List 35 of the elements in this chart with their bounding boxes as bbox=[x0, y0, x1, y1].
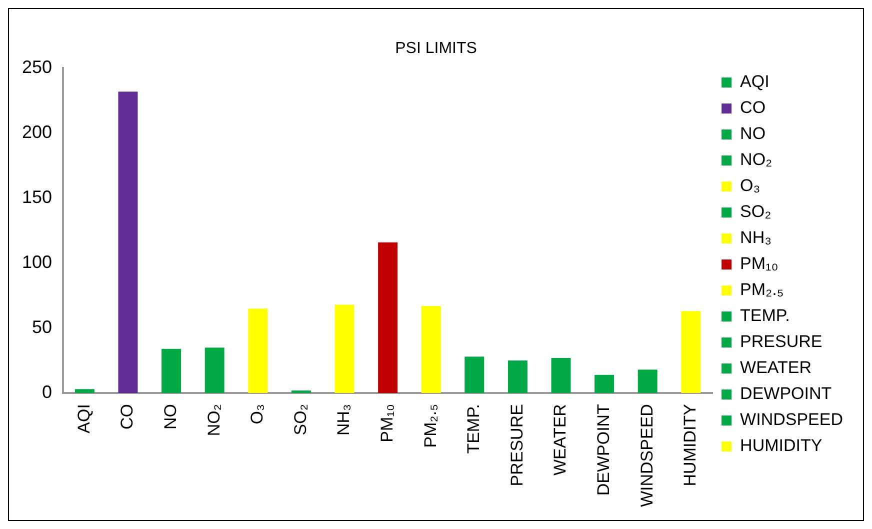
x-tick-label: NH₃ bbox=[334, 404, 354, 436]
legend-label: CO bbox=[740, 98, 766, 118]
x-tick-label: PM₂.₅ bbox=[420, 404, 440, 448]
legend-label: DEWPOINT bbox=[740, 384, 832, 404]
x-tick-label: PRESURE bbox=[507, 404, 526, 486]
x-tick-label: DEWPOINT bbox=[594, 404, 613, 496]
legend-label: NO₂ bbox=[740, 150, 772, 170]
x-tick-label: CO bbox=[118, 404, 137, 430]
x-tick-label: PM₁₀ bbox=[377, 404, 396, 442]
x-tick-label: WEATER bbox=[550, 404, 570, 476]
x-tick-label: NO₂ bbox=[204, 404, 224, 436]
y-tick-label: 250 bbox=[22, 57, 52, 78]
y-tick-label: 100 bbox=[22, 252, 52, 272]
x-tick-label: TEMP. bbox=[464, 404, 484, 454]
x-tick-label: O₃ bbox=[248, 404, 267, 424]
legend-label: WEATER bbox=[740, 358, 812, 378]
legend-label: TEMP. bbox=[740, 306, 790, 326]
x-tick-label: WINDSPEED bbox=[637, 404, 656, 508]
legend-label: NH₃ bbox=[740, 228, 772, 248]
x-tick-label: AQI bbox=[74, 404, 94, 434]
legend-label: PM₁₀ bbox=[740, 254, 778, 274]
x-tick-label: SO₂ bbox=[290, 404, 310, 436]
y-tick-label: 150 bbox=[22, 187, 52, 208]
y-tick-label: 50 bbox=[32, 317, 52, 338]
legend-label: PM₂.₅ bbox=[740, 280, 784, 300]
legend-label: AQI bbox=[740, 72, 770, 92]
y-tick-label: 200 bbox=[22, 122, 52, 142]
x-tick-label: NO bbox=[160, 404, 180, 430]
legend-label: PRESURE bbox=[740, 332, 822, 352]
legend-label: O₃ bbox=[740, 176, 760, 196]
legend-label: SO₂ bbox=[740, 202, 772, 222]
x-tick-label: HUMIDITY bbox=[680, 404, 700, 486]
y-tick-label: 0 bbox=[42, 382, 52, 402]
legend-label: NO bbox=[740, 124, 766, 144]
chart-title: PSI LIMITS bbox=[395, 40, 477, 58]
